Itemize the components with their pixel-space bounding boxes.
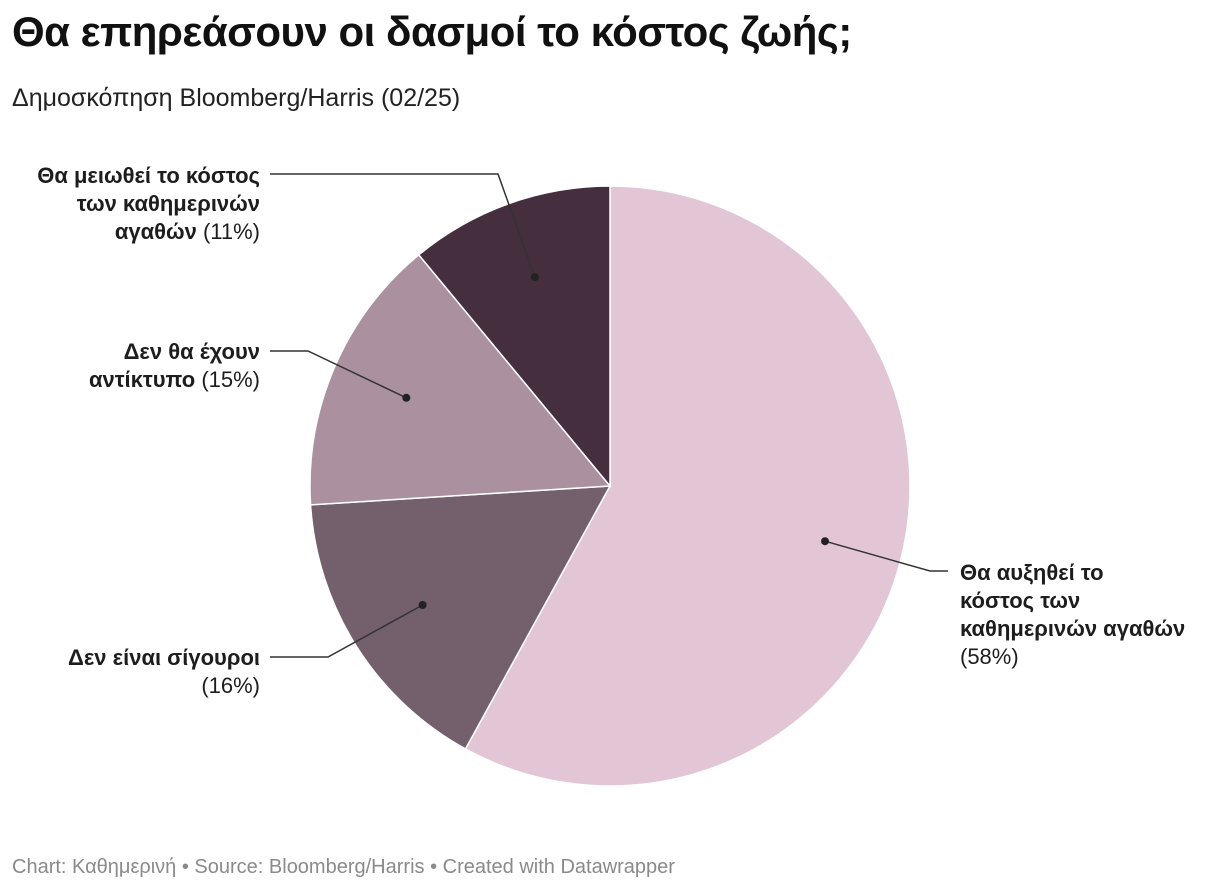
pie-slice-3: [309, 253, 612, 506]
leader-line-1: [824, 540, 948, 572]
slice-label-2: Δεν είναι σίγουροι (16%): [68, 645, 260, 698]
slice-label-line: καθημερινών αγαθών: [960, 616, 1185, 641]
chart-footer-credit: Chart: Καθημερινή • Source: Bloomberg/Ha…: [12, 856, 675, 878]
slice-percent-label: (15%): [195, 367, 260, 392]
pie-labels: Θα αυξηθεί το κόστος των καθημερινών αγαθώ…: [37, 163, 1185, 698]
pie-slices: [309, 185, 911, 787]
slice-label-line: Δεν θα έχουν: [124, 339, 260, 364]
slice-label-1: Θα αυξηθεί το κόστος των καθημερινών αγαθώ…: [960, 560, 1185, 669]
slice-label-line: Θα αυξηθεί το: [960, 560, 1104, 585]
leader-line-4: [270, 173, 536, 278]
slice-label-line: αντίκτυπο: [89, 367, 195, 392]
slice-percent-label: (58%): [960, 644, 1019, 669]
leader-dot-3: [402, 393, 411, 402]
slice-percent-label: (11%): [197, 219, 260, 244]
slice-percent-label: (16%): [201, 673, 260, 698]
slice-label-4: Θα μειωθεί το κόστος των καθημερινών αγαθώ…: [37, 163, 260, 244]
chart-title: Θα επηρεάσουν οι δασμοί το κόστος ζωής;: [12, 8, 852, 55]
slice-label-line: των καθημερινών: [77, 191, 260, 216]
leader-line-3: [270, 350, 407, 399]
pie-chart: Θα αυξηθεί το κόστος των καθημερινών αγαθώ…: [37, 163, 1185, 787]
slice-label-line: κόστος των: [960, 588, 1080, 613]
slice-label-line: Δεν είναι σίγουροι: [68, 645, 260, 670]
chart-subtitle: Δημοσκόπηση Bloomberg/Harris (02/25): [12, 84, 461, 112]
slice-label-line: αγαθών: [115, 219, 197, 244]
pie-leader-lines: [270, 173, 948, 658]
slice-label-line: Θα μειωθεί το κόστος: [37, 163, 260, 188]
pie-slice-1: [464, 185, 911, 787]
leader-dot-2: [418, 601, 427, 609]
leader-dot-1: [821, 537, 829, 546]
leader-dot-4: [530, 273, 539, 282]
slice-label-3: Δεν θα έχουν αντίκτυπο (15%): [89, 339, 260, 392]
pie-slice-2: [309, 485, 612, 750]
leader-line-2: [270, 604, 423, 658]
